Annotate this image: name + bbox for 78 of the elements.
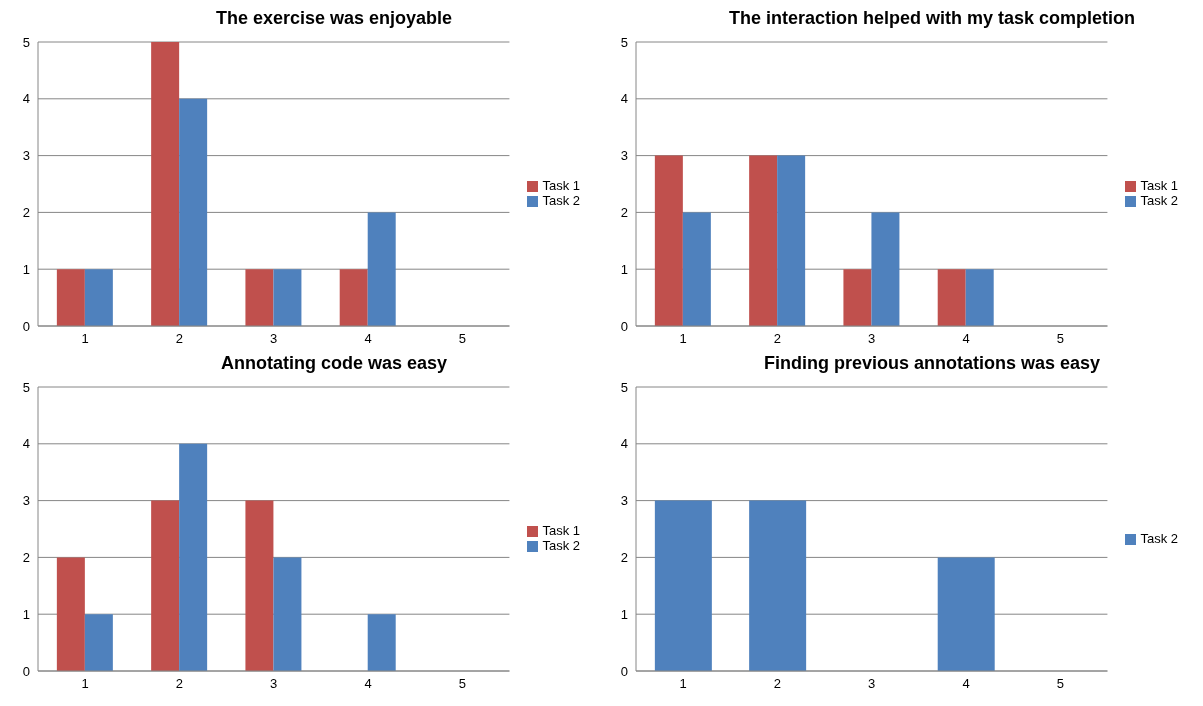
legend-label: Task 1 <box>542 178 580 193</box>
bar <box>151 42 180 326</box>
bar <box>245 500 274 671</box>
y-tick-label: 1 <box>22 606 30 622</box>
y-tick-label: 2 <box>22 550 30 566</box>
y-tick-label: 4 <box>22 91 30 107</box>
bar <box>777 155 806 326</box>
x-tick-label: 4 <box>962 331 970 347</box>
bar <box>179 443 208 671</box>
x-tick-label: 1 <box>81 676 89 692</box>
x-tick-label: 1 <box>679 676 687 692</box>
bar <box>843 269 872 326</box>
chart-title: Finding previous annotations was easy <box>762 353 1102 375</box>
x-tick-label: 3 <box>868 676 876 692</box>
y-tick-label: 5 <box>620 34 628 50</box>
bar <box>871 212 900 326</box>
legend-label: Task 2 <box>542 193 580 208</box>
x-tick-label: 5 <box>1056 676 1064 692</box>
y-tick-label: 1 <box>620 606 628 622</box>
bar <box>367 212 396 326</box>
bar <box>84 269 113 326</box>
bar <box>151 500 180 671</box>
y-tick-label: 4 <box>22 436 30 452</box>
legend-label: Task 2 <box>1140 530 1178 546</box>
y-tick-label: 5 <box>620 379 628 395</box>
y-tick-label: 2 <box>620 550 628 566</box>
y-tick-label: 3 <box>22 493 30 509</box>
y-tick-label: 3 <box>620 493 628 509</box>
x-tick-label: 5 <box>458 331 466 347</box>
y-tick-label: 4 <box>620 436 628 452</box>
x-tick-label: 4 <box>364 676 372 692</box>
x-tick-label: 3 <box>270 331 278 347</box>
x-tick-label: 3 <box>270 676 278 692</box>
bar <box>749 155 778 326</box>
y-tick-label: 4 <box>620 91 628 107</box>
y-tick-label: 1 <box>22 261 30 277</box>
y-tick-label: 0 <box>22 663 30 679</box>
y-tick-label: 3 <box>620 148 628 164</box>
bar <box>84 614 113 671</box>
bar <box>654 155 683 326</box>
bar <box>273 269 302 326</box>
y-tick-label: 1 <box>620 261 628 277</box>
y-tick-label: 2 <box>620 205 628 221</box>
x-tick-label: 1 <box>679 331 687 347</box>
y-tick-label: 0 <box>620 318 628 334</box>
bar <box>367 614 396 671</box>
x-tick-label: 2 <box>773 331 782 347</box>
y-tick-label: 2 <box>22 205 30 221</box>
bar <box>245 269 274 326</box>
x-tick-label: 5 <box>1056 331 1064 347</box>
legend-label: Task 1 <box>542 523 580 538</box>
bar <box>965 269 994 326</box>
x-tick-label: 5 <box>458 676 466 692</box>
bar <box>937 269 966 326</box>
legend-label: Task 2 <box>1140 193 1178 208</box>
bar <box>179 98 208 326</box>
x-tick-label: 2 <box>773 676 782 692</box>
x-tick-label: 3 <box>868 331 876 347</box>
x-tick-label: 4 <box>364 331 372 347</box>
chart-title: The interaction helped with my task completion <box>727 8 1137 30</box>
y-tick-label: 0 <box>22 318 30 334</box>
chart-title: The exercise was enjoyable <box>214 8 454 30</box>
legend-label: Task 2 <box>542 538 580 553</box>
x-tick-label: 2 <box>175 331 184 347</box>
bar <box>339 269 368 326</box>
legend-label: Task 1 <box>1140 178 1178 193</box>
x-tick-label: 1 <box>81 331 89 347</box>
x-tick-label: 4 <box>962 676 970 692</box>
y-tick-label: 0 <box>620 663 628 679</box>
y-tick-label: 5 <box>22 379 30 395</box>
y-tick-label: 3 <box>22 148 30 164</box>
bar <box>56 269 85 326</box>
y-tick-label: 5 <box>22 34 30 50</box>
bar <box>56 557 85 671</box>
bar <box>273 557 302 671</box>
x-tick-label: 2 <box>175 676 184 692</box>
bar <box>682 212 711 326</box>
chart-title: Annotating code was easy <box>219 353 449 375</box>
